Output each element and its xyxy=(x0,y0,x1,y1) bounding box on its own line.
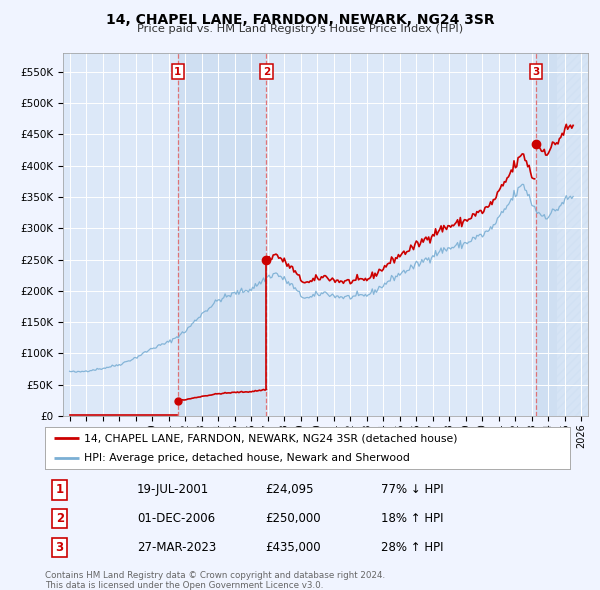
Text: 19-JUL-2001: 19-JUL-2001 xyxy=(137,483,209,496)
Text: 14, CHAPEL LANE, FARNDON, NEWARK, NG24 3SR: 14, CHAPEL LANE, FARNDON, NEWARK, NG24 3… xyxy=(106,13,494,27)
Text: £250,000: £250,000 xyxy=(265,512,321,525)
Text: 2: 2 xyxy=(56,512,64,525)
Text: 77% ↓ HPI: 77% ↓ HPI xyxy=(381,483,443,496)
Bar xyxy=(536,53,557,416)
Text: £435,000: £435,000 xyxy=(265,541,321,554)
Bar xyxy=(557,53,588,416)
Text: 14, CHAPEL LANE, FARNDON, NEWARK, NG24 3SR (detached house): 14, CHAPEL LANE, FARNDON, NEWARK, NG24 3… xyxy=(85,434,458,444)
Text: £24,095: £24,095 xyxy=(265,483,314,496)
Text: 2: 2 xyxy=(263,67,270,77)
Text: 18% ↑ HPI: 18% ↑ HPI xyxy=(381,512,443,525)
Text: 01-DEC-2006: 01-DEC-2006 xyxy=(137,512,215,525)
Text: 28% ↑ HPI: 28% ↑ HPI xyxy=(381,541,443,554)
Text: 3: 3 xyxy=(56,541,64,554)
Text: Contains HM Land Registry data © Crown copyright and database right 2024.: Contains HM Land Registry data © Crown c… xyxy=(45,571,385,579)
Text: This data is licensed under the Open Government Licence v3.0.: This data is licensed under the Open Gov… xyxy=(45,581,323,589)
Bar xyxy=(178,53,266,416)
Text: 3: 3 xyxy=(532,67,539,77)
Text: HPI: Average price, detached house, Newark and Sherwood: HPI: Average price, detached house, Newa… xyxy=(85,454,410,463)
Text: Price paid vs. HM Land Registry's House Price Index (HPI): Price paid vs. HM Land Registry's House … xyxy=(137,24,463,34)
Text: 1: 1 xyxy=(56,483,64,496)
Text: 27-MAR-2023: 27-MAR-2023 xyxy=(137,541,216,554)
Text: 1: 1 xyxy=(174,67,181,77)
